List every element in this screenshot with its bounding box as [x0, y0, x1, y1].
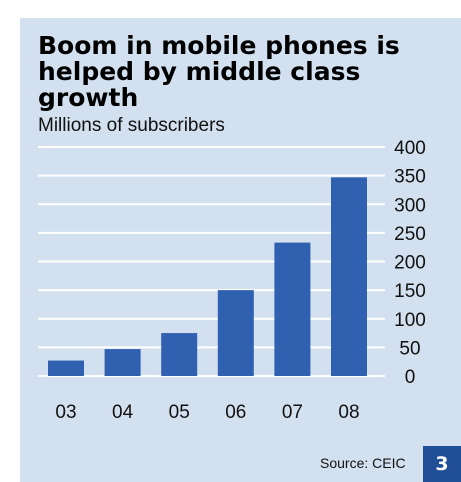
figure-number-badge: 3: [423, 446, 461, 482]
chart-title: Boom in mobile phones is helped by middl…: [38, 31, 400, 112]
y-tick-label: 100: [394, 310, 426, 331]
y-tick-label: 50: [399, 338, 420, 359]
x-tick-label: 07: [282, 402, 303, 423]
bar-03: [48, 360, 84, 376]
y-tick-label: 250: [394, 224, 426, 245]
chart-panel: [20, 18, 461, 482]
bar-08: [331, 177, 367, 376]
source-note: Source: CEIC: [320, 455, 406, 471]
bar-06: [217, 290, 254, 376]
y-tick-label: 0: [405, 367, 416, 388]
y-tick-label: 400: [394, 138, 426, 159]
x-tick-label: 08: [338, 402, 359, 423]
x-tick-label: 03: [55, 402, 76, 423]
bar-04: [104, 349, 141, 376]
x-tick-label: 05: [169, 402, 190, 423]
y-tick-label: 150: [394, 281, 426, 302]
y-tick-label: 350: [394, 167, 426, 188]
chart-subtitle: Millions of subscribers: [38, 115, 225, 136]
bar-05: [161, 333, 198, 376]
bar-07: [274, 242, 311, 376]
y-tick-label: 200: [394, 253, 426, 274]
x-tick-label: 06: [225, 402, 246, 423]
x-tick-label: 04: [112, 402, 134, 423]
y-tick-label: 300: [394, 195, 426, 216]
